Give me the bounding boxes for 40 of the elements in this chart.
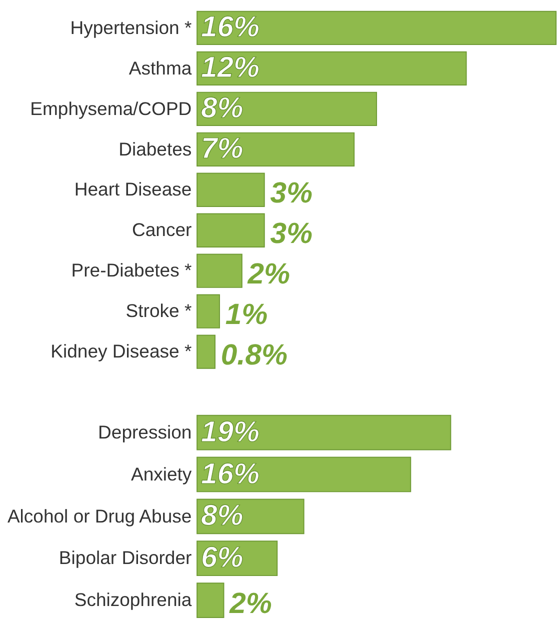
y-tick-label: Stroke * xyxy=(126,300,192,322)
data-label: 16% xyxy=(200,12,260,44)
bar xyxy=(196,294,220,328)
bar xyxy=(196,132,355,166)
bar xyxy=(196,254,242,288)
data-label: 0.8% xyxy=(220,339,288,372)
bar xyxy=(196,92,378,126)
data-label: 16% xyxy=(200,458,260,490)
y-tick-label: Cancer xyxy=(132,219,192,240)
bar xyxy=(196,172,265,207)
data-label: 6% xyxy=(200,542,244,574)
data-label: 7% xyxy=(200,133,244,166)
y-tick-label: Schizophrenia xyxy=(74,589,192,610)
y-tick-label: Bipolar Disorder xyxy=(58,547,192,568)
data-label: 8% xyxy=(200,92,244,125)
y-tick-label: Kidney Disease * xyxy=(50,340,192,362)
y-tick-label: Alcohol or Drug Abuse xyxy=(7,505,192,526)
data-label: 3% xyxy=(270,218,312,250)
data-label: 8% xyxy=(200,500,244,532)
bar xyxy=(196,414,452,450)
bar xyxy=(196,582,224,618)
data-label: 19% xyxy=(200,416,260,448)
y-tick-label: Pre-Diabetes * xyxy=(71,260,192,281)
y-tick-label: Heart Disease xyxy=(74,178,192,200)
y-tick-label: Hypertension * xyxy=(70,16,192,38)
y-tick-label: Depression xyxy=(98,421,192,442)
data-label: 1% xyxy=(225,299,268,332)
bar xyxy=(196,456,412,492)
y-tick-label: Diabetes xyxy=(118,138,192,160)
y-tick-label: Anxiety xyxy=(130,463,192,484)
bar xyxy=(196,10,557,46)
y-tick-label: Emphysema/COPD xyxy=(30,98,192,119)
data-label: 2% xyxy=(246,258,290,291)
data-label: 12% xyxy=(200,52,260,84)
data-label: 3% xyxy=(270,178,312,210)
data-label: 2% xyxy=(228,588,272,620)
y-tick-label: Asthma xyxy=(128,57,192,78)
bar xyxy=(196,51,467,86)
bar xyxy=(196,213,265,248)
bar xyxy=(196,334,216,369)
